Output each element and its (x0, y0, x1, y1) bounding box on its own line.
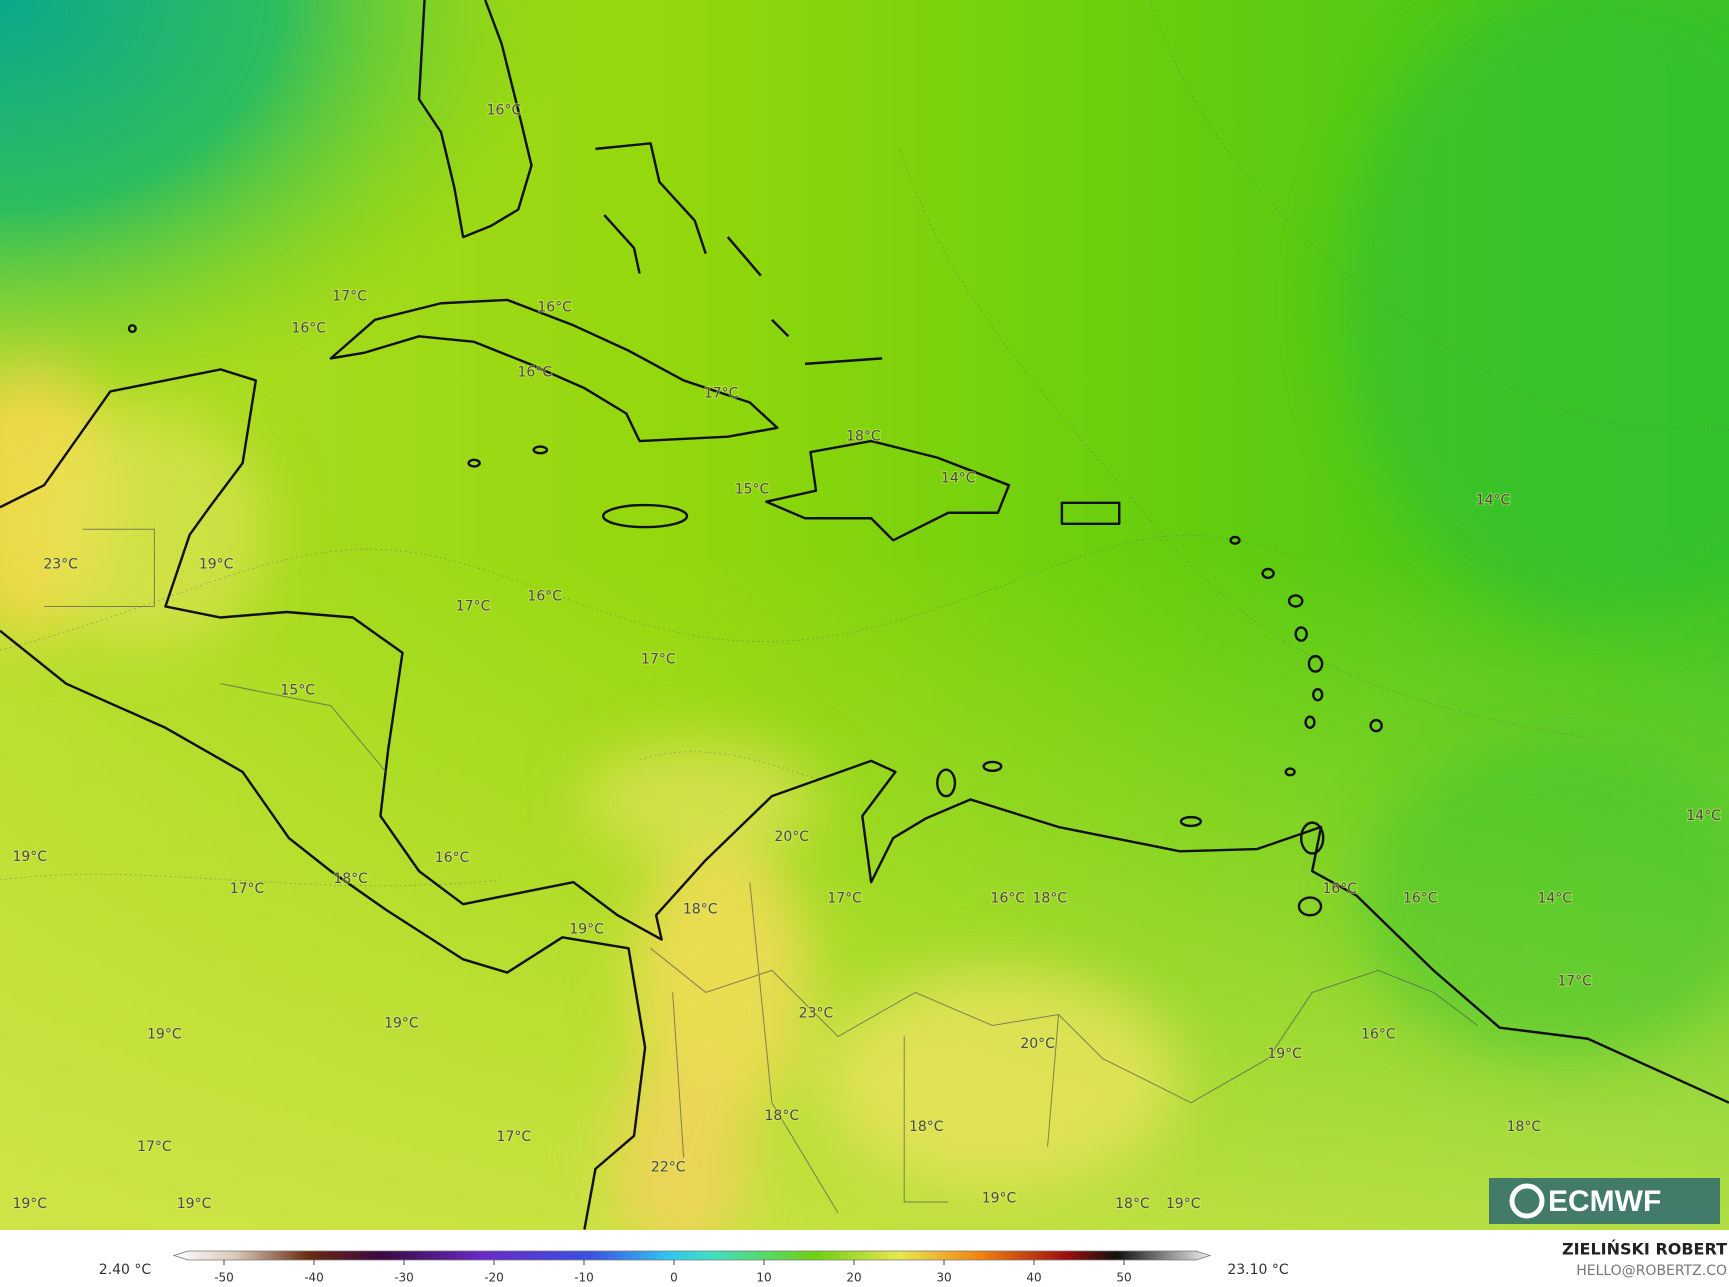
temperature-label: 16°C (487, 102, 522, 118)
colorbar-tick-label: -20 (484, 1271, 504, 1285)
temperature-label: 16°C (435, 850, 470, 866)
temperature-labels: 16°C 17°C 16°C 16°C 16°C 17°C 18°C 14°C 15°C 14°C… (11, 101, 1722, 1213)
temperature-label: 17°C (641, 651, 676, 667)
author: ZIELIŃSKI ROBERT (1562, 1240, 1727, 1259)
temperature-label: 16°C (1322, 881, 1357, 897)
max-label: 23.10 °C (1227, 1262, 1289, 1278)
temperature-label: 14°C (941, 471, 976, 487)
logo-icon (1509, 1183, 1545, 1219)
temperature-label: 18°C (846, 429, 881, 445)
temperature-label: 19°C (12, 849, 47, 865)
temperature-label: 17°C (1557, 973, 1592, 989)
temperature-label: 19°C (982, 1191, 1017, 1207)
contours (0, 0, 1729, 887)
colorbar-tick-label: 40 (1026, 1271, 1041, 1285)
colorbar: 2.40 °C 23.10 °C -50 -40 -30 -20 -10 0 10 20 30 4… (99, 1250, 1289, 1285)
temperature-label: 23°C (43, 557, 78, 573)
colorbar-tick-label: 30 (936, 1271, 951, 1285)
temperature-label: 16°C (1361, 1026, 1396, 1042)
colorbar-body (172, 1250, 1212, 1261)
temperature-label: 17°C (137, 1139, 172, 1155)
logo-text: ECMWF (1548, 1185, 1661, 1218)
temperature-label: 18°C (765, 1108, 800, 1124)
temperature-label: 17°C (332, 289, 367, 305)
temperature-label: 18°C (909, 1119, 944, 1135)
temperature-blobs (0, 0, 1729, 1230)
colorbar-tick-label: -50 (214, 1271, 234, 1285)
temperature-label: 16°C (527, 589, 562, 605)
map-area: 16°C 17°C 16°C 16°C 16°C 17°C 18°C 14°C 15°C 14°C… (0, 0, 1729, 1230)
temperature-label: 17°C (230, 881, 265, 897)
colorbar-tick-label: -40 (304, 1271, 324, 1285)
temperature-label: 16°C (518, 365, 553, 381)
temperature-label: 22°C (651, 1160, 686, 1176)
temperature-label: 17°C (827, 891, 862, 907)
temperature-label: 18°C (1032, 891, 1067, 907)
temperature-label: 19°C (569, 922, 604, 938)
temperature-label: 23°C (799, 1005, 834, 1021)
temperature-label: 18°C (683, 902, 718, 918)
colorbar-tick-label: 10 (756, 1271, 771, 1285)
temperature-label: 14°C (1537, 891, 1572, 907)
email: HELLO@ROBERTZ.CO (1576, 1263, 1727, 1279)
temperature-label: 17°C (456, 598, 491, 614)
temperature-label: 17°C (497, 1129, 532, 1145)
temperature-label: 18°C (1115, 1196, 1150, 1212)
temperature-label: 19°C (1267, 1046, 1302, 1062)
temperature-label: 19°C (1166, 1196, 1201, 1212)
colorbar-tick-label: -10 (574, 1271, 594, 1285)
temperature-label: 19°C (199, 557, 234, 573)
temperature-label: 15°C (280, 682, 315, 698)
lesser-antilles (127, 324, 1383, 917)
coastlines (0, 0, 1729, 1230)
colorbar-tick-label: 50 (1116, 1271, 1131, 1285)
temperature-label: 20°C (1020, 1036, 1055, 1052)
temperature-label: 18°C (333, 871, 368, 887)
temperature-label: 16°C (537, 300, 572, 316)
temperature-label: 19°C (177, 1196, 212, 1212)
temperature-label: 18°C (1507, 1119, 1542, 1135)
colorbar-tick-label: 20 (846, 1271, 861, 1285)
colorbar-tick-label: -30 (394, 1271, 414, 1285)
temperature-label: 16°C (291, 321, 326, 337)
min-label: 2.40 °C (99, 1262, 152, 1278)
ecmwf-logo: ECMWF (1489, 1178, 1720, 1224)
colorbar-tick-label: 0 (670, 1271, 678, 1285)
temperature-label: 16°C (991, 891, 1026, 907)
temperature-label: 17°C (704, 386, 739, 402)
temperature-label: 16°C (1403, 891, 1438, 907)
temperature-label: 15°C (735, 482, 770, 498)
temperature-label: 14°C (1686, 808, 1721, 824)
temperature-label: 19°C (147, 1026, 182, 1042)
temperature-label: 19°C (12, 1196, 47, 1212)
temperature-label: 20°C (774, 829, 809, 845)
temperature-label: 19°C (384, 1015, 419, 1031)
temperature-label: 14°C (1476, 493, 1511, 509)
cold-corner (0, 0, 560, 420)
